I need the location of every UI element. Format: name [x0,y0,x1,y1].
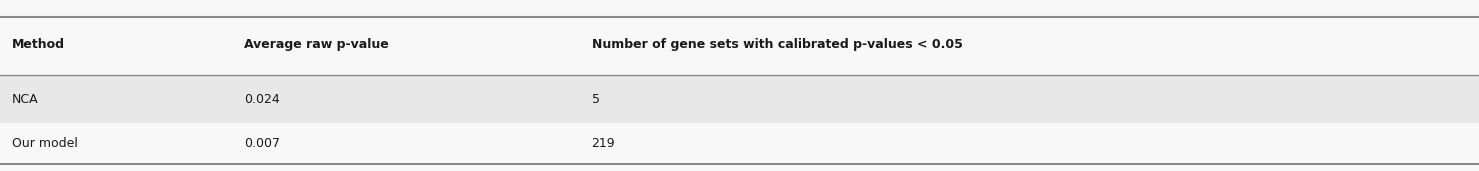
Text: Our model: Our model [12,137,78,150]
Text: 0.024: 0.024 [244,93,280,106]
Text: 5: 5 [592,93,599,106]
Text: Average raw p-value: Average raw p-value [244,38,389,51]
Bar [0,123,1479,164]
Text: Number of gene sets with calibrated p-values < 0.05: Number of gene sets with calibrated p-va… [592,38,963,51]
Bar [0,17,1479,72]
Text: 0.007: 0.007 [244,137,280,150]
Bar [0,75,1479,123]
Text: NCA: NCA [12,93,38,106]
Text: Method: Method [12,38,65,51]
Text: 219: 219 [592,137,615,150]
